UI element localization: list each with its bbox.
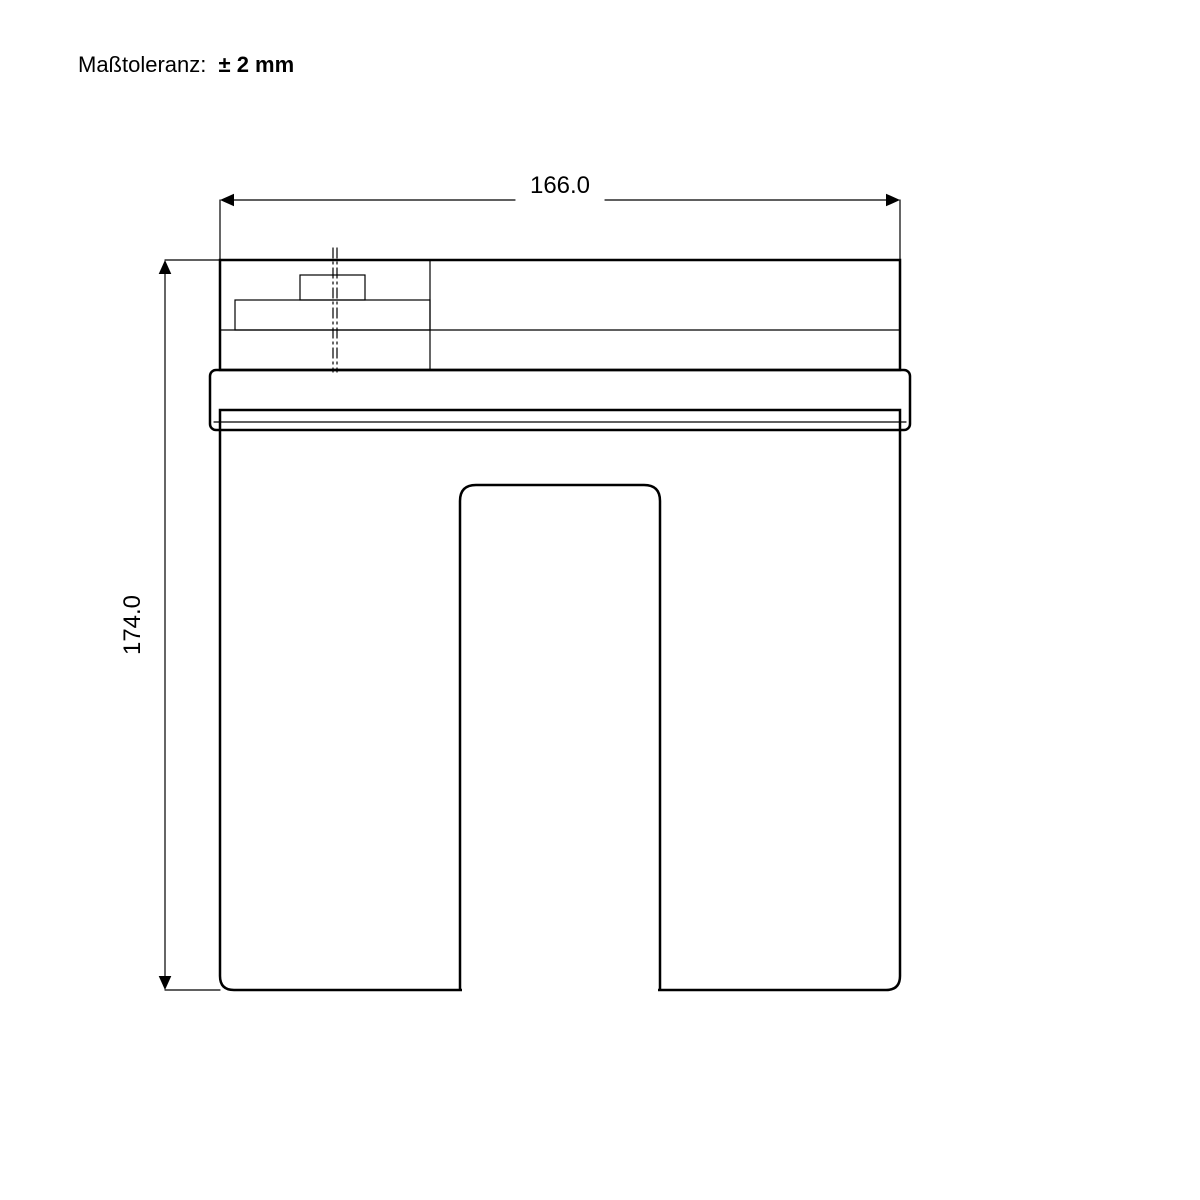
technical-drawing-svg: 166.0 174.0	[0, 0, 1200, 1200]
svg-text:166.0: 166.0	[530, 172, 590, 199]
svg-text:174.0: 174.0	[119, 595, 146, 655]
drawing-canvas: Maßtoleranz: ± 2 mm 166.0174.0	[0, 0, 1200, 1200]
